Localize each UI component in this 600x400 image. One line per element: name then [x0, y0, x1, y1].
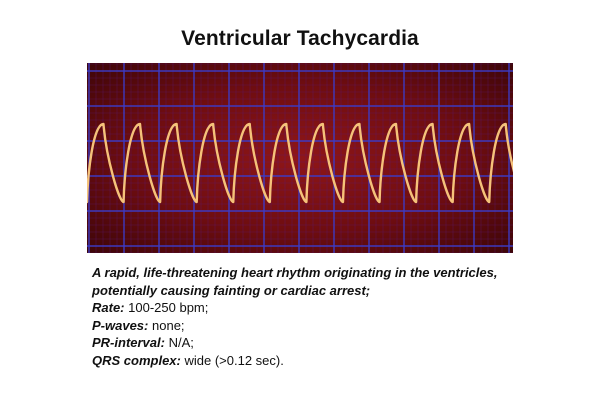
stat-rate-label: Rate:: [92, 300, 125, 315]
ecg-trace-line: [87, 122, 513, 204]
stat-pr-interval-label: PR-interval:: [92, 335, 165, 350]
stat-pr-interval: PR-interval: N/A;: [92, 334, 552, 352]
ecg-strip: [87, 63, 513, 253]
stat-qrs-complex: QRS complex: wide (>0.12 sec).: [92, 352, 552, 370]
stat-p-waves: P-waves: none;: [92, 317, 552, 335]
stat-qrs-complex-value: wide (>0.12 sec).: [184, 352, 284, 368]
stat-p-waves-label: P-waves:: [92, 317, 149, 333]
stat-qrs-complex-label: QRS complex:: [92, 352, 181, 368]
stat-p-waves-value: none;: [152, 317, 185, 333]
diagram-title: Ventricular Tachycardia: [181, 27, 419, 50]
description-block: A rapid, life-threatening heart rhythm o…: [92, 264, 552, 369]
stat-rate-value: 100-250 bpm;: [128, 300, 209, 315]
ecg-chart: [87, 63, 513, 253]
stat-pr-interval-value: N/A;: [168, 335, 194, 350]
ecg-major-grid: [87, 63, 513, 253]
description-text: A rapid, life-threatening heart rhythm o…: [92, 265, 498, 298]
stat-rate: Rate: 100-250 bpm;: [92, 299, 552, 317]
ecg-minor-grid: [87, 63, 513, 253]
